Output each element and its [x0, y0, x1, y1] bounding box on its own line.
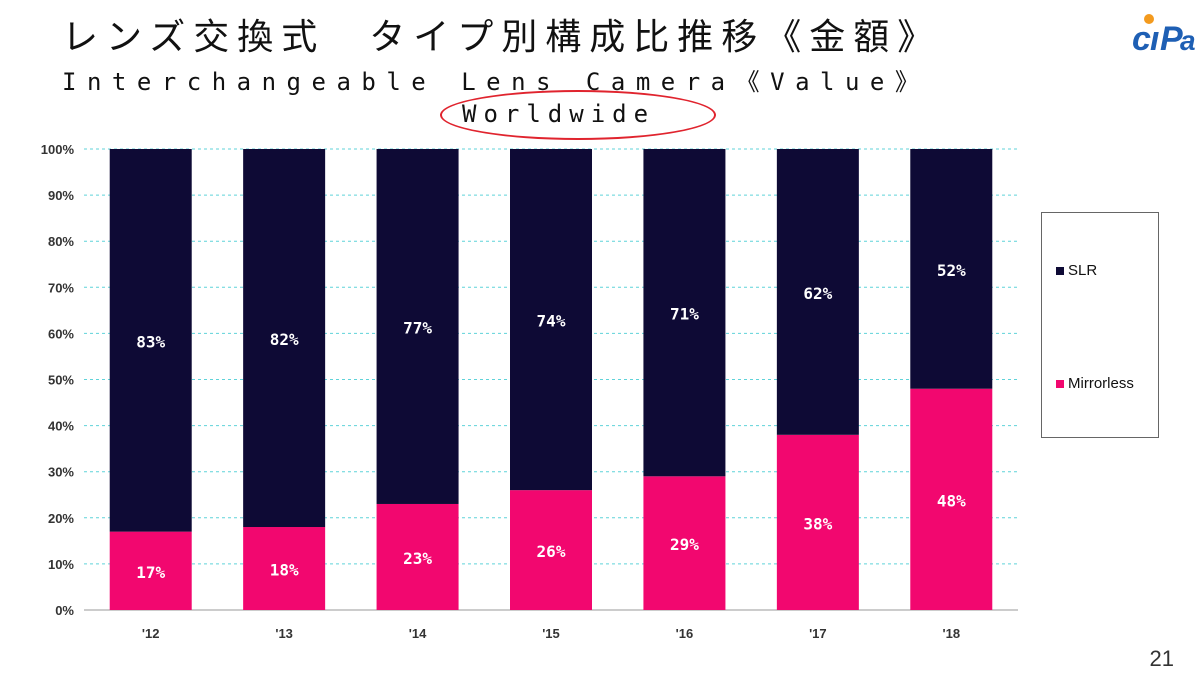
y-tick-label: 60%: [48, 326, 74, 341]
data-label-mirrorless: 23%: [403, 549, 432, 568]
bar-slr: [243, 149, 326, 528]
y-tick-label: 50%: [48, 373, 74, 388]
data-label-mirrorless: 48%: [937, 491, 966, 510]
bar-slr: [776, 149, 859, 435]
bar-slr: [376, 149, 459, 504]
svg-text:c: c: [1132, 20, 1151, 56]
svg-text:P: P: [1160, 20, 1183, 56]
x-tick-label: '16: [676, 626, 694, 641]
region-subtitle: Worldwide: [462, 100, 656, 128]
data-label-slr: 77%: [403, 318, 432, 337]
page-number: 21: [1149, 646, 1174, 671]
x-tick-label: '17: [809, 626, 827, 641]
y-tick-label: 100%: [41, 142, 75, 157]
bar-mirrorless: [243, 527, 326, 610]
y-tick-label: 10%: [48, 557, 74, 572]
bar-mirrorless: [643, 476, 726, 610]
y-tick-label: 0%: [55, 603, 74, 618]
legend-swatch-slr: [1056, 267, 1064, 276]
data-label-slr: 52%: [937, 261, 966, 280]
y-tick-label: 40%: [48, 419, 74, 434]
bar-slr: [643, 149, 726, 477]
bar-slr: [910, 149, 993, 389]
annotation-circle: [440, 90, 716, 140]
x-tick-label: '12: [142, 626, 160, 641]
data-label-mirrorless: 26%: [537, 542, 566, 561]
bar-mirrorless: [510, 490, 592, 610]
y-tick-label: 70%: [48, 280, 74, 295]
x-tick-label: '13: [275, 626, 293, 641]
data-label-mirrorless: 38%: [803, 514, 832, 533]
data-label-mirrorless: 17%: [136, 563, 165, 582]
data-label-slr: 74%: [537, 312, 566, 331]
chart-legend: SLR Mirrorless: [1041, 212, 1159, 438]
y-tick-label: 30%: [48, 465, 74, 480]
cipa-logo: c ı P a: [1132, 14, 1196, 56]
x-tick-label: '14: [409, 626, 427, 641]
legend-item-slr: SLR: [1056, 262, 1097, 279]
svg-text:ı: ı: [1150, 20, 1159, 56]
page-title: レンズ交換式 タイプ別構成比推移《金額》: [62, 17, 942, 58]
bar-mirrorless: [776, 434, 859, 610]
data-label-slr: 62%: [803, 284, 832, 303]
x-tick-label: '18: [943, 626, 961, 641]
data-label-slr: 83%: [136, 332, 165, 351]
x-tick-label: '15: [542, 626, 560, 641]
legend-swatch-mirrorless: [1056, 380, 1064, 389]
y-tick-label: 80%: [48, 234, 74, 249]
bar-mirrorless: [376, 503, 459, 610]
bar-slr: [510, 149, 592, 491]
bar-mirrorless: [109, 531, 192, 610]
bar-mirrorless: [910, 388, 993, 610]
legend-item-mirrorless: Mirrorless: [1056, 375, 1134, 392]
y-tick-label: 20%: [48, 511, 74, 526]
page-title-english: Interchangeable Lens Camera《Value》: [62, 68, 930, 96]
data-label-mirrorless: 18%: [270, 561, 299, 580]
data-label-mirrorless: 29%: [670, 535, 699, 554]
legend-label-mirrorless: Mirrorless: [1068, 375, 1134, 392]
bar-slr: [109, 149, 192, 532]
data-label-slr: 71%: [670, 305, 699, 324]
svg-text:a: a: [1180, 25, 1196, 56]
data-label-slr: 82%: [270, 330, 299, 349]
legend-label-slr: SLR: [1068, 262, 1098, 279]
y-tick-label: 90%: [48, 188, 74, 203]
